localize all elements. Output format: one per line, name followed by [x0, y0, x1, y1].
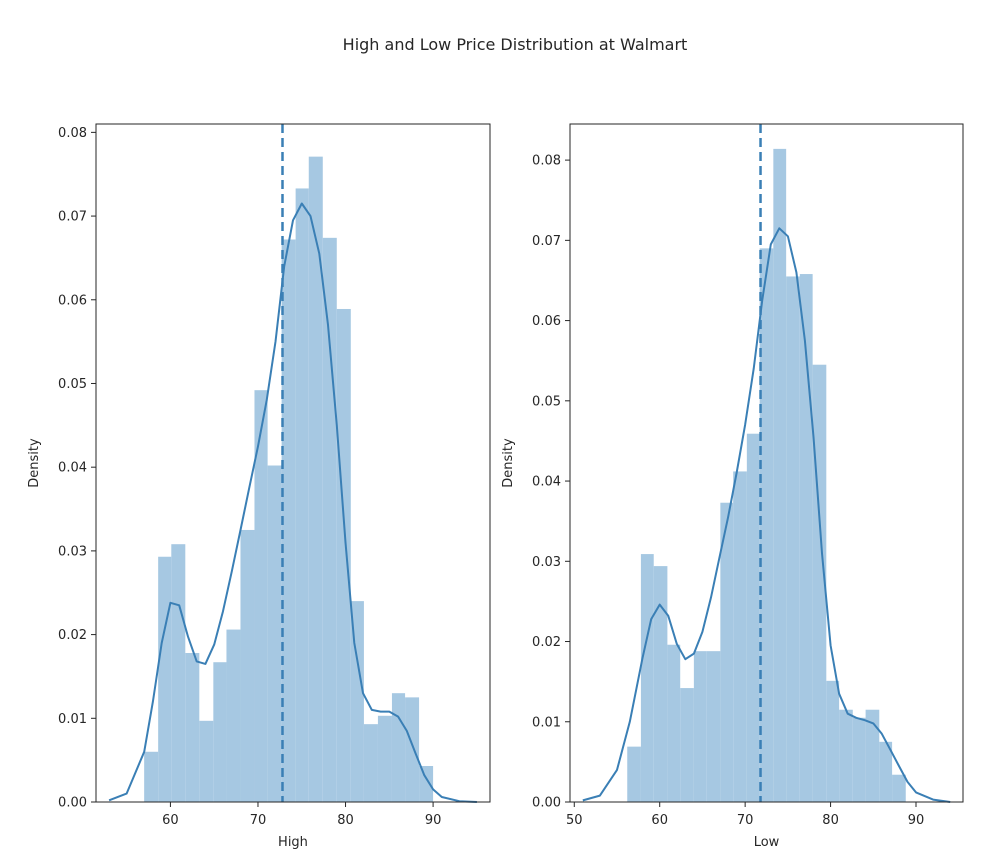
- y-tick-label: 0.06: [532, 314, 561, 329]
- x-tick-label: 60: [651, 813, 668, 828]
- histogram-bar: [839, 709, 853, 802]
- histogram-bar: [308, 156, 323, 803]
- histogram-bar: [653, 566, 668, 802]
- histogram-bar: [171, 544, 186, 802]
- histogram-bar: [627, 746, 641, 802]
- histogram-bar: [144, 751, 159, 802]
- y-tick-label: 0.02: [58, 628, 87, 643]
- y-tick-label: 0.02: [532, 635, 561, 650]
- x-tick-label: 60: [162, 813, 179, 828]
- y-tick-label: 0.08: [532, 154, 561, 169]
- y-tick-label: 0.04: [532, 475, 561, 490]
- x-tick-label: 80: [337, 813, 354, 828]
- y-axis-label: Density: [27, 438, 42, 488]
- y-tick-label: 0.00: [58, 796, 87, 811]
- axes-frame: [95, 123, 491, 803]
- x-tick-label: 70: [250, 813, 267, 828]
- kde-line: [108, 202, 477, 803]
- y-tick-label: 0.03: [532, 555, 561, 570]
- histogram-bar: [720, 502, 734, 802]
- figure-title: High and Low Price Distribution at Walma…: [343, 35, 688, 54]
- histogram-bar: [281, 239, 296, 802]
- histogram-bar: [879, 741, 893, 802]
- y-axis-label: Density: [501, 438, 516, 488]
- y-tick-label: 0.01: [58, 712, 87, 727]
- histogram-bar: [377, 715, 392, 802]
- x-tick-label: 90: [425, 813, 442, 828]
- histogram-bar: [240, 529, 255, 802]
- y-tick-label: 0.03: [58, 544, 87, 559]
- y-tick-label: 0.06: [58, 293, 87, 308]
- y-tick-label: 0.04: [58, 461, 87, 476]
- y-tick-label: 0.00: [532, 796, 561, 811]
- histogram-bar: [892, 774, 906, 802]
- histogram-bar: [759, 248, 774, 802]
- x-axis-label: Low: [754, 835, 780, 850]
- x-axis-label: High: [278, 835, 308, 850]
- histogram-bar: [826, 680, 840, 802]
- histogram-bar: [322, 237, 337, 802]
- histogram-bar: [799, 274, 813, 802]
- histogram-bar: [773, 148, 787, 803]
- histogram-bar: [746, 433, 760, 802]
- y-tick-label: 0.07: [532, 234, 561, 249]
- histogram-bar: [405, 697, 420, 802]
- histogram-bar: [350, 601, 364, 802]
- y-tick-label: 0.08: [58, 126, 87, 141]
- x-tick-label: 90: [908, 813, 925, 828]
- y-tick-label: 0.01: [532, 715, 561, 730]
- kde-line: [582, 227, 951, 803]
- panel-low: 50 60 70 80 90 0.00 0.01 0.02 0.03 0.04 0.05 0.06 0.…: [501, 123, 964, 850]
- histogram-bar: [363, 724, 378, 802]
- histogram-bar: [419, 766, 434, 802]
- histogram-bar: [640, 554, 654, 802]
- x-tick-label: 70: [737, 813, 754, 828]
- histogram-bar: [226, 629, 241, 802]
- histogram-bar: [295, 188, 309, 803]
- histogram-bar: [213, 662, 227, 802]
- histogram-bar: [199, 720, 214, 802]
- histogram-bar: [865, 709, 880, 802]
- panel-high: 60 70 80 90 0.00 0.01 0.02 0.03 0.04 0.05 0.06 0.07…: [27, 123, 491, 850]
- y-tick-label: 0.05: [532, 394, 561, 409]
- histogram-bar: [852, 717, 866, 802]
- histogram-bar: [786, 276, 800, 802]
- x-tick-label: 50: [566, 813, 583, 828]
- y-tick-label: 0.07: [58, 210, 87, 225]
- histogram-bar: [185, 653, 200, 802]
- histogram-bar: [254, 390, 268, 802]
- histogram-bar: [667, 644, 681, 802]
- x-tick-label: 80: [822, 813, 839, 828]
- histogram-bar: [391, 693, 406, 802]
- histogram-bar: [733, 471, 747, 802]
- histogram-bar: [267, 465, 282, 802]
- histogram-bar: [680, 688, 694, 802]
- axes-frame: [569, 123, 964, 803]
- histogram-bar: [706, 651, 721, 802]
- histogram-bar: [693, 651, 707, 802]
- y-tick-label: 0.05: [58, 377, 87, 392]
- histogram-bar: [158, 556, 172, 802]
- histogram-bar: [336, 308, 351, 802]
